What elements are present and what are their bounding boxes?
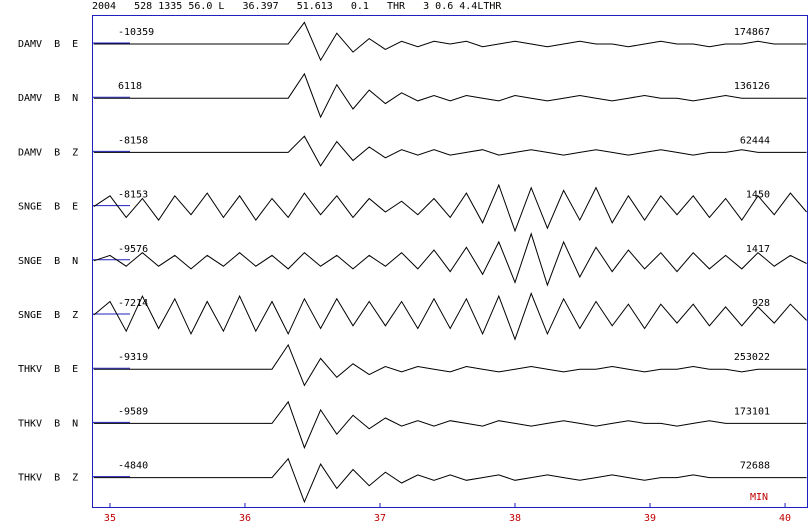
channel-label: DAMV B E [18, 39, 78, 50]
trace [93, 72, 807, 119]
trace [93, 400, 807, 450]
trace [93, 457, 807, 504]
trace [93, 135, 807, 167]
trace [93, 343, 807, 387]
x-tick-label: 40 [779, 513, 791, 524]
x-tick-label: 38 [509, 513, 521, 524]
trace [93, 21, 807, 62]
offset-label: -9319 [118, 352, 148, 363]
x-tick-label: 36 [239, 513, 251, 524]
offset-label: -9576 [118, 244, 148, 255]
max-label: 173101 [734, 406, 770, 417]
x-tick-label: 39 [644, 513, 656, 524]
max-label: 928 [752, 298, 770, 309]
offset-label: -7214 [118, 298, 148, 309]
channel-label: THKV B E [18, 364, 78, 375]
max-label: 136126 [734, 81, 770, 92]
channel-label: DAMV B N [18, 93, 78, 104]
x-tick-label: 37 [374, 513, 386, 524]
offset-label: -8153 [118, 190, 148, 201]
channel-label: SNGE B E [18, 202, 78, 213]
trace [93, 232, 807, 287]
offset-label: -9589 [118, 406, 148, 417]
x-tick-label: 35 [104, 513, 116, 524]
max-label: 253022 [734, 352, 770, 363]
max-label: 62444 [740, 135, 770, 146]
max-label: 1417 [746, 244, 770, 255]
channel-label: SNGE B N [18, 256, 78, 267]
offset-label: 6118 [118, 81, 142, 92]
x-unit-label: MIN [750, 492, 768, 503]
max-label: 174867 [734, 27, 770, 38]
channel-label: SNGE B Z [18, 310, 78, 321]
offset-label: -10359 [118, 27, 154, 38]
offset-label: -8158 [118, 135, 148, 146]
channel-label: THKV B N [18, 418, 78, 429]
max-label: 72688 [740, 461, 770, 472]
plot-frame [92, 15, 808, 508]
chart-title: 2004 528 1335 56.0 L 36.397 51.613 0.1 T… [92, 1, 502, 12]
channel-label: THKV B Z [18, 473, 78, 484]
channel-label: DAMV B Z [18, 147, 78, 158]
trace [93, 183, 807, 233]
offset-label: -4840 [118, 461, 148, 472]
trace [93, 291, 807, 341]
